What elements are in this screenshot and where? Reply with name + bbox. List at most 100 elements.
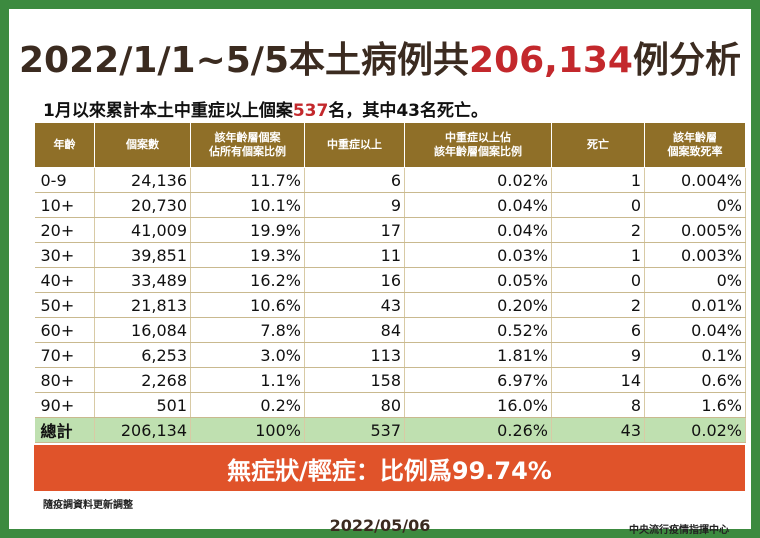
column-header-line: 該年齡層個案比例	[434, 145, 522, 158]
table-cell: 2,268	[94, 367, 191, 393]
table-cell: 1	[551, 167, 645, 193]
table-cell: 11.7%	[190, 167, 305, 193]
column-header: 中重症以上佔 該年齡層個案比例	[404, 122, 552, 168]
table-cell: 0.04%	[404, 217, 552, 243]
table-cell: 16.0%	[404, 392, 552, 418]
table-cell: 0%	[644, 192, 746, 218]
table-header-row: 年齡 個案數 該年齡層個案 佔所有個案比例 中重症以上 中重症以上佔 該年齡層個案比例 死亡該…	[34, 122, 746, 168]
column-header-line: 年齡	[53, 138, 76, 151]
column-header-line: 個案數	[126, 138, 159, 151]
table-cell: 0.6%	[644, 367, 746, 393]
table-cell: 0	[551, 267, 645, 293]
table-cell: 10.1%	[190, 192, 305, 218]
table-row: 50+ 21,813 10.6% 43 0.20% 2 0.01%	[34, 292, 746, 318]
table-cell: 16.2%	[190, 267, 305, 293]
table-cell: 10.6%	[190, 292, 305, 318]
table-row: 40+ 33,489 16.2% 16 0.05% 0 0%	[34, 267, 746, 293]
column-header-line: 該年齡層個案	[214, 131, 281, 144]
age-group-cell: 總計	[34, 417, 95, 443]
age-group-cell: 20+	[34, 217, 95, 243]
age-group-cell: 30+	[34, 242, 95, 268]
table-cell: 537	[304, 417, 405, 443]
column-header-line: 個案致死率	[667, 145, 723, 158]
table-row: 90+ 501 0.2% 80 16.0% 8 1.6%	[34, 392, 746, 418]
table-cell: 33,489	[94, 267, 191, 293]
slide-subtitle: 1月以來累計本土中重症以上個案537名，其中43名死亡。	[43, 96, 488, 121]
age-analysis-table: 年齡 個案數 該年齡層個案 佔所有個案比例 中重症以上 中重症以上佔 該年齡層個案比例 死亡該…	[34, 122, 746, 443]
table-cell: 0.20%	[404, 292, 552, 318]
table-cell: 0.04%	[644, 317, 746, 343]
table-cell: 11	[304, 242, 405, 268]
table-cell: 0.01%	[644, 292, 746, 318]
publish-date: 2022/05/06	[329, 516, 431, 535]
column-header-line: 死亡	[587, 138, 609, 151]
table-cell: 3.0%	[190, 342, 305, 368]
table-row: 70+ 6,253 3.0% 113 1.81% 9 0.1%	[34, 342, 746, 368]
table-cell: 9	[304, 192, 405, 218]
table-cell: 43	[551, 417, 645, 443]
slide-title: 2022/1/1~5/5本土病例共206,134例分析	[9, 31, 751, 83]
column-header-line: 佔所有個案比例	[209, 145, 286, 158]
table-cell: 100%	[190, 417, 305, 443]
table-cell: 113	[304, 342, 405, 368]
table-cell: 1.1%	[190, 367, 305, 393]
table-cell: 2	[551, 217, 645, 243]
table-cell: 6	[304, 167, 405, 193]
table-cell: 1.6%	[644, 392, 746, 418]
table-cell: 7.8%	[190, 317, 305, 343]
column-header-line: 中重症以上	[327, 138, 382, 151]
table-cell: 1.81%	[404, 342, 552, 368]
table-cell: 9	[551, 342, 645, 368]
table-cell: 0.05%	[404, 267, 552, 293]
column-header: 中重症以上	[304, 122, 405, 168]
table-cell: 41,009	[94, 217, 191, 243]
table-cell: 0.1%	[644, 342, 746, 368]
column-header-line: 中重症以上佔	[445, 131, 511, 144]
title-case-count: 206,134	[469, 40, 633, 81]
age-group-cell: 40+	[34, 267, 95, 293]
table-cell: 0.52%	[404, 317, 552, 343]
column-header: 年齡	[34, 122, 95, 168]
table-cell: 80	[304, 392, 405, 418]
table-row: 20+ 41,009 19.9% 17 0.04% 2 0.005%	[34, 217, 746, 243]
table-body: 0-9 24,136 11.7% 6 0.02% 1 0.004% 10+ 20,730 10.1…	[34, 167, 746, 443]
table-cell: 39,851	[94, 242, 191, 268]
age-group-cell: 80+	[34, 367, 95, 393]
title-part2: 例分析	[632, 40, 741, 81]
age-group-cell: 0-9	[34, 167, 95, 193]
table-cell: 17	[304, 217, 405, 243]
table-total-row: 總計 206,134 100% 537 0.26% 43 0.02%	[34, 417, 746, 443]
table-cell: 158	[304, 367, 405, 393]
table-cell: 19.9%	[190, 217, 305, 243]
table-row: 10+ 20,730 10.1% 9 0.04% 0 0%	[34, 192, 746, 218]
table-cell: 206,134	[94, 417, 191, 443]
table-cell: 0.02%	[644, 417, 746, 443]
title-part1: 2022/1/1~5/5本土病例共	[19, 40, 470, 81]
table-cell: 6.97%	[404, 367, 552, 393]
table-row: 0-9 24,136 11.7% 6 0.02% 1 0.004%	[34, 167, 746, 193]
table-cell: 8	[551, 392, 645, 418]
subtitle-part2: 名，其中43名死亡。	[328, 101, 488, 121]
table-cell: 0.26%	[404, 417, 552, 443]
age-group-cell: 90+	[34, 392, 95, 418]
table-cell: 6	[551, 317, 645, 343]
table-cell: 501	[94, 392, 191, 418]
table-cell: 0%	[644, 267, 746, 293]
table-cell: 19.3%	[190, 242, 305, 268]
table-cell: 0.04%	[404, 192, 552, 218]
age-group-cell: 60+	[34, 317, 95, 343]
column-header: 該年齡層 個案致死率	[644, 122, 746, 168]
column-header: 死亡	[551, 122, 645, 168]
table-cell: 2	[551, 292, 645, 318]
table-cell: 0.02%	[404, 167, 552, 193]
table-cell: 84	[304, 317, 405, 343]
table-cell: 0.2%	[190, 392, 305, 418]
subtitle-severe-count: 537	[292, 101, 329, 121]
column-header: 該年齡層個案 佔所有個案比例	[190, 122, 305, 168]
table-cell: 14	[551, 367, 645, 393]
table-cell: 16	[304, 267, 405, 293]
age-group-cell: 50+	[34, 292, 95, 318]
table-cell: 6,253	[94, 342, 191, 368]
column-header-line: 該年齡層	[673, 131, 717, 144]
